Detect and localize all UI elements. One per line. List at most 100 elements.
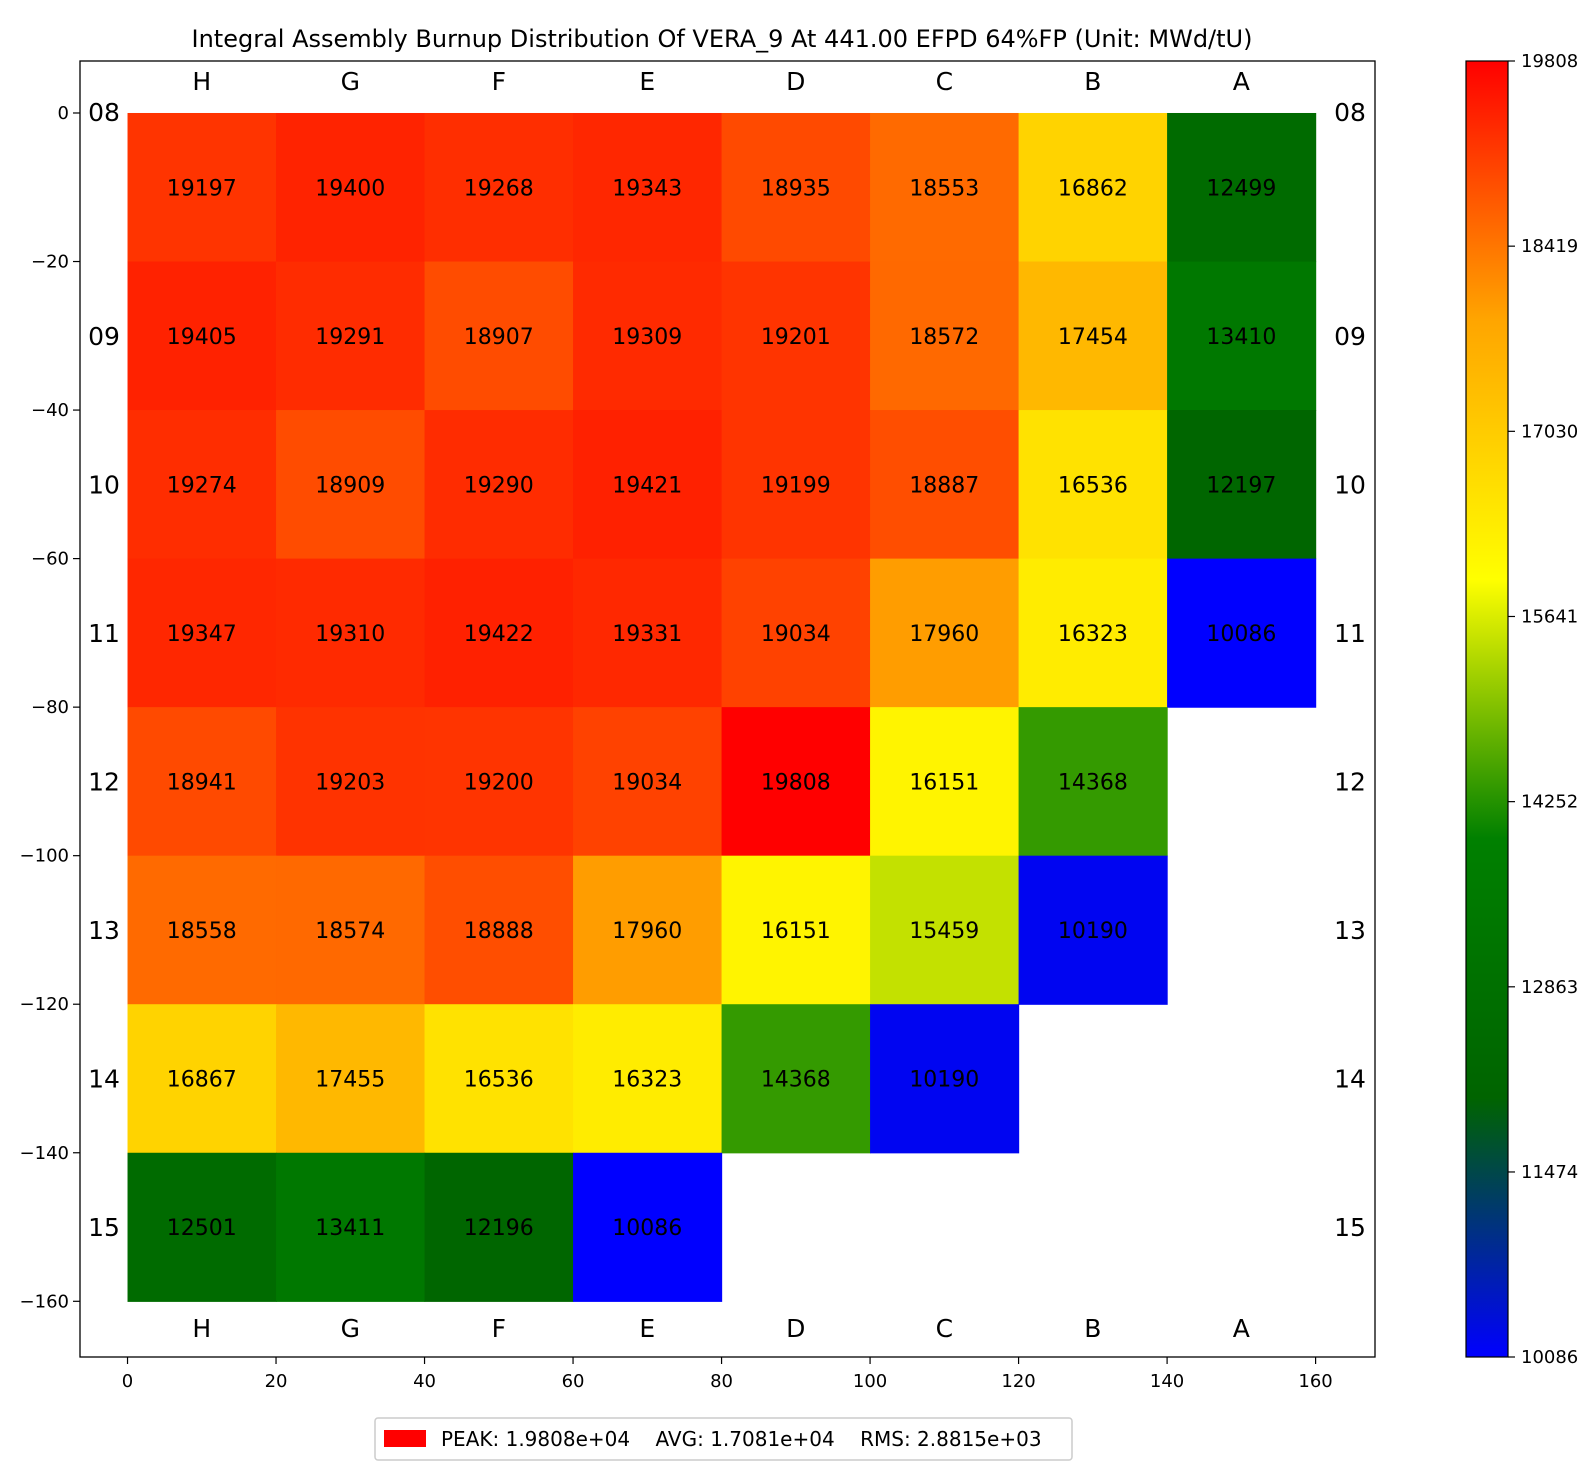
row-label-right: 10: [1334, 470, 1366, 499]
heatmap-cell: [721, 410, 871, 560]
column-label-bottom: A: [1233, 1314, 1250, 1343]
column-label-top: F: [492, 67, 506, 96]
row-label-left: 15: [88, 1213, 120, 1242]
cell-value-label: 19291: [315, 325, 385, 350]
colorbar-tick-label: 15641: [1521, 606, 1578, 627]
heatmap-cell: [721, 112, 871, 263]
heatmap-cell: [1167, 261, 1317, 411]
cell-value-label: 16323: [612, 1067, 682, 1092]
heatmap-cell: [276, 261, 426, 411]
heatmap-cell: [870, 707, 1020, 857]
colorbar-tick-label: 18419: [1521, 236, 1578, 257]
heatmap-cell: [573, 410, 723, 560]
cell-value-label: 18888: [464, 919, 534, 944]
cell-value-label: 16536: [1058, 473, 1128, 498]
heatmap-cell: [573, 1152, 723, 1302]
cell-value-label: 18553: [909, 176, 979, 201]
column-label-bottom: H: [192, 1314, 211, 1343]
heatmap-cell: [276, 1004, 426, 1154]
x-tick-label: 160: [1298, 1371, 1332, 1392]
cell-value-label: 14368: [761, 1067, 831, 1092]
heatmap-cell: [424, 707, 574, 857]
heatmap-cell: [573, 558, 723, 708]
column-label-bottom: E: [639, 1314, 655, 1343]
column-label-bottom: C: [936, 1314, 953, 1343]
y-tick-label: −120: [20, 994, 69, 1015]
colorbar-tick-label: 17030: [1521, 421, 1578, 442]
legend-text: PEAK: 1.9808e+04 AVG: 1.7081e+04 RMS: 2.…: [441, 1427, 1042, 1451]
y-tick-label: −140: [20, 1143, 69, 1164]
stats-legend: PEAK: 1.9808e+04 AVG: 1.7081e+04 RMS: 2.…: [374, 1417, 1073, 1461]
row-label-left: 10: [88, 470, 120, 499]
heatmap-cell: [721, 261, 871, 411]
column-label-top: B: [1084, 67, 1101, 96]
heatmap-cell: [276, 410, 426, 560]
y-tick-label: −160: [20, 1291, 69, 1312]
plot-frame: [79, 60, 1376, 1358]
heatmap-cell: [870, 410, 1020, 560]
heatmap-cell: [573, 112, 723, 263]
y-tick-label: −40: [31, 400, 69, 421]
column-label-top: H: [192, 67, 211, 96]
heatmap-cell: [1018, 707, 1168, 857]
cell-value-label: 18909: [315, 473, 385, 498]
row-label-left: 14: [88, 1064, 120, 1093]
cell-value-label: 16862: [1058, 176, 1128, 201]
column-label-top: E: [639, 67, 655, 96]
heatmap-cell: [424, 112, 574, 263]
cell-value-label: 19199: [761, 473, 831, 498]
edge-labels: H H G G F F E E D D C C B B A A 08 08 09 09 10 10 11 11 12 12 13 13…: [88, 67, 1366, 1343]
cell-value-label: 17960: [909, 622, 979, 647]
cell-value-label: 10086: [612, 1216, 682, 1241]
cell-value-label: 19331: [612, 622, 682, 647]
legend-box: [374, 1417, 1073, 1461]
heatmap-cell: [721, 707, 871, 857]
y-tick-label: −60: [31, 549, 69, 570]
heatmap-cell: [1018, 410, 1168, 560]
colorbar-gradient: [1465, 60, 1509, 1358]
heatmap-cell: [721, 1004, 871, 1154]
cell-value-label: 10086: [1206, 622, 1276, 647]
heatmap-cell: [424, 261, 574, 411]
cell-value-label: 18558: [167, 919, 237, 944]
heatmap-cell: [573, 855, 723, 1005]
y-tick-label: −80: [31, 697, 69, 718]
heatmap-cell: [276, 855, 426, 1005]
cell-value-label: 16151: [761, 919, 831, 944]
row-label-right: 14: [1334, 1064, 1366, 1093]
heatmap-cell: [424, 410, 574, 560]
heatmap-cell: [1167, 112, 1317, 263]
cell-value-label: 13410: [1206, 325, 1276, 350]
row-label-right: 08: [1334, 98, 1366, 127]
cell-value-label: 19290: [464, 473, 534, 498]
heatmap-cell: [276, 1152, 426, 1302]
cell-value-label: 19034: [612, 770, 682, 795]
cell-value-label: 19274: [167, 473, 237, 498]
cell-value-label: 18907: [464, 325, 534, 350]
row-label-left: 11: [88, 619, 120, 648]
cell-value-label: 18574: [315, 919, 385, 944]
heatmap-cell: [424, 855, 574, 1005]
row-label-right: 11: [1334, 619, 1366, 648]
cell-value-label: 16323: [1058, 622, 1128, 647]
cell-value-label: 19310: [315, 622, 385, 647]
heatmap-cell: [870, 855, 1020, 1005]
cell-value-label: 16867: [167, 1067, 237, 1092]
heatmap-cell: [1167, 558, 1317, 708]
colorbar-tick-label: 11474: [1521, 1162, 1578, 1183]
x-tick-label: 40: [413, 1371, 436, 1392]
heatmap-cell: [573, 707, 723, 857]
y-tick-label: 0: [58, 103, 69, 124]
heatmap-cell: [721, 855, 871, 1005]
cell-value-label: 17455: [315, 1067, 385, 1092]
heatmap-cell: [276, 558, 426, 708]
cell-value-label: 18935: [761, 176, 831, 201]
cell-value-label: 19422: [464, 622, 534, 647]
cell-value-label: 13411: [315, 1216, 385, 1241]
heatmap-cell: [573, 1004, 723, 1154]
x-tick-label: 80: [710, 1371, 733, 1392]
heatmap-cell: [870, 112, 1020, 263]
heatmap-cell: [870, 261, 1020, 411]
cell-value-label: 19309: [612, 325, 682, 350]
column-label-top: D: [786, 67, 805, 96]
